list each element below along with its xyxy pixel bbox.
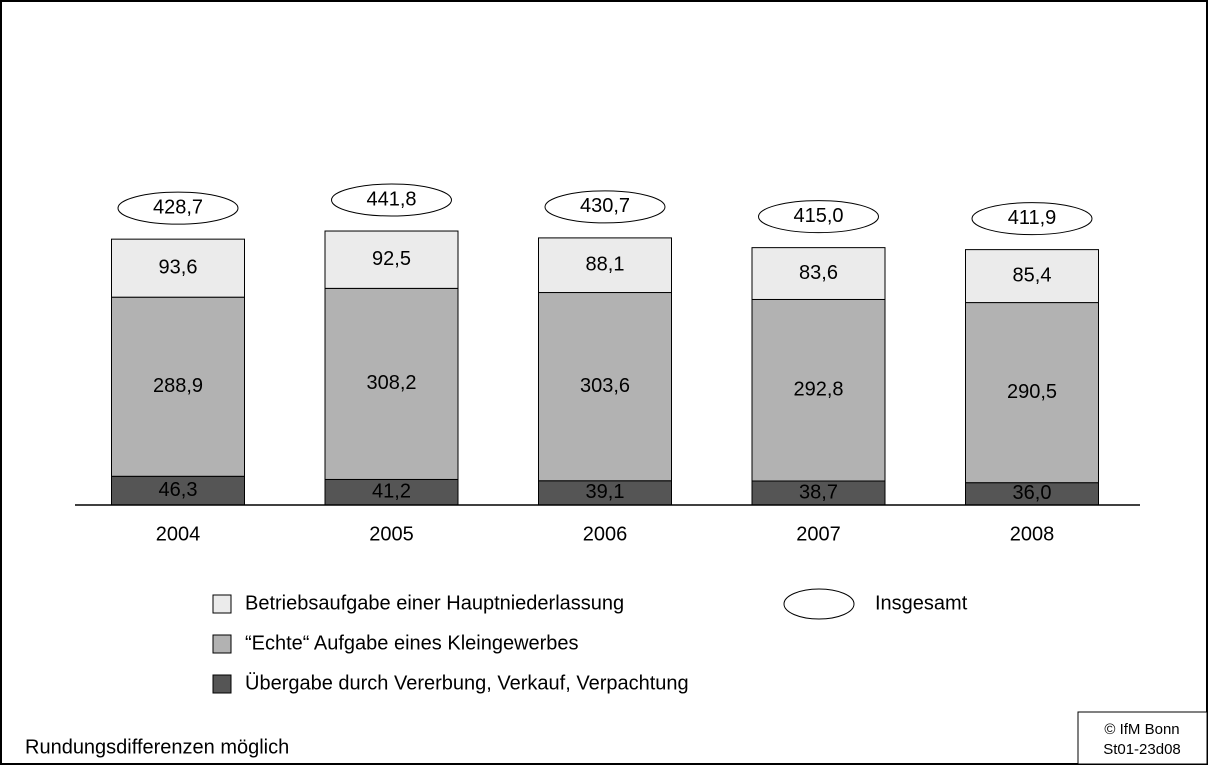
value-label: 83,6 — [799, 262, 838, 284]
total-label: 441,8 — [366, 188, 416, 210]
x-tick-label: 2008 — [1010, 523, 1055, 545]
bar-segment — [965, 249, 1099, 304]
value-label: 290,5 — [1007, 381, 1057, 403]
total-label: 415,0 — [793, 205, 843, 227]
legend-swatch — [212, 674, 232, 694]
bar-segment — [751, 247, 886, 300]
value-label: 93,6 — [159, 256, 198, 278]
value-label: 92,5 — [372, 248, 411, 270]
value-label: 88,1 — [586, 253, 625, 275]
value-label: 39,1 — [586, 481, 625, 503]
bar-segment — [751, 298, 886, 482]
total-ellipse — [544, 190, 666, 224]
value-label: 36,0 — [1013, 482, 1052, 504]
bar-segment — [965, 302, 1099, 484]
legend-swatch — [212, 594, 232, 614]
credit: St01-23d08 — [1103, 741, 1181, 758]
x-tick-label: 2004 — [156, 523, 201, 545]
bar-segment — [324, 230, 459, 289]
credit: © IfM Bonn — [1104, 721, 1179, 738]
total-label: 430,7 — [580, 195, 630, 217]
bar-segment — [538, 292, 672, 482]
legend-label: “Echte“ Aufgabe eines Kleingewerbes — [245, 632, 579, 654]
credit-box — [1077, 711, 1208, 765]
legend-label: Übergabe durch Vererbung, Verkauf, Verpa… — [245, 672, 689, 694]
x-tick-label: 2006 — [583, 523, 628, 545]
bar-segment — [111, 296, 245, 477]
x-tick-label: 2007 — [796, 523, 841, 545]
total-ellipse — [971, 202, 1093, 236]
value-label: 292,8 — [793, 379, 843, 401]
legend-label: Betriebsaufgabe einer Hauptniederlassung — [245, 592, 624, 614]
x-tick-label: 2005 — [369, 523, 414, 545]
total-ellipse — [117, 191, 239, 225]
legend-swatch — [783, 588, 855, 620]
value-label: 288,9 — [153, 375, 203, 397]
value-label: 85,4 — [1013, 264, 1052, 286]
bar-segment — [324, 287, 459, 480]
bar-segment — [111, 238, 245, 298]
value-label: 308,2 — [366, 372, 416, 394]
value-label: 41,2 — [372, 481, 411, 503]
bar-segment — [538, 237, 672, 294]
total-label: 411,9 — [1008, 207, 1057, 229]
legend-label: Insgesamt — [875, 592, 968, 614]
value-label: 38,7 — [799, 481, 838, 503]
total-ellipse — [331, 183, 452, 217]
total-label: 428,7 — [153, 196, 203, 218]
value-label: 303,6 — [580, 375, 630, 397]
legend-swatch — [212, 634, 232, 654]
total-ellipse — [758, 200, 879, 234]
footer-note: Rundungsdifferenzen möglich — [25, 736, 289, 758]
value-label: 46,3 — [159, 479, 198, 501]
